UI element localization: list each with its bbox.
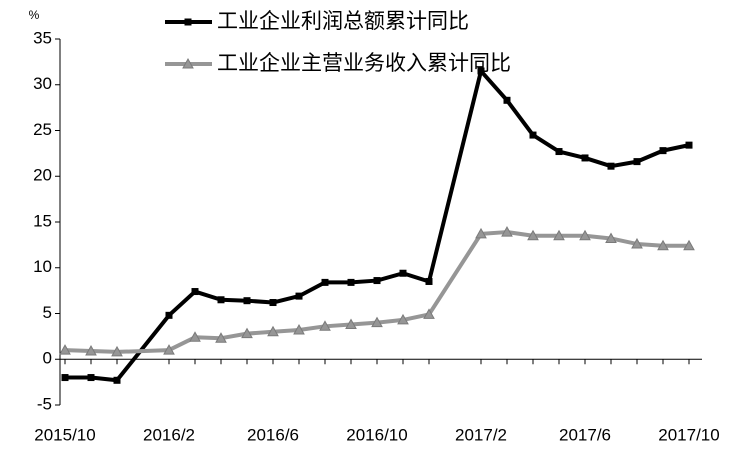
- series-line: [64, 230, 689, 354]
- marker: [321, 278, 329, 286]
- marker: [319, 320, 331, 331]
- marker: [189, 331, 201, 342]
- marker: [345, 318, 357, 329]
- y-tick-label: -5: [37, 394, 52, 413]
- marker: [553, 229, 565, 241]
- marker: [659, 147, 667, 155]
- marker: [87, 374, 95, 382]
- marker: [295, 292, 303, 300]
- marker: [371, 316, 383, 328]
- marker: [423, 308, 435, 319]
- marker: [267, 325, 279, 337]
- marker: [605, 232, 617, 243]
- marker: [475, 227, 487, 239]
- y-tick-label: 5: [43, 303, 52, 322]
- marker: [425, 277, 433, 285]
- marker: [269, 299, 277, 307]
- marker: [85, 344, 97, 356]
- x-tick-label: 2015/10: [34, 425, 95, 444]
- marker: [184, 18, 192, 26]
- marker: [555, 148, 563, 156]
- x-tick-label: 2016/10: [346, 425, 407, 444]
- marker: [113, 376, 121, 384]
- marker: [373, 277, 381, 285]
- marker: [503, 96, 511, 104]
- x-tick-label: 2017/2: [455, 425, 507, 444]
- marker: [685, 141, 693, 149]
- marker: [631, 237, 643, 249]
- marker: [633, 158, 641, 166]
- y-tick-label: 15: [33, 211, 52, 230]
- marker: [191, 288, 199, 296]
- x-tick-label: 2017/6: [559, 425, 611, 444]
- series-line: [65, 69, 690, 383]
- marker: [215, 332, 227, 343]
- y-tick-label: 20: [33, 166, 52, 185]
- marker: [501, 226, 513, 237]
- marker: [217, 296, 225, 304]
- marker: [579, 229, 591, 241]
- marker: [163, 344, 175, 355]
- marker: [657, 239, 669, 251]
- marker: [607, 162, 615, 170]
- y-tick-label: 30: [33, 74, 52, 93]
- legend-label: 工业企业主营业务收入累计同比: [217, 51, 511, 75]
- marker: [477, 67, 485, 75]
- marker: [241, 327, 253, 339]
- marker: [165, 311, 173, 319]
- marker: [293, 323, 305, 335]
- x-tick-label: 2017/10: [658, 425, 719, 444]
- marker: [61, 374, 69, 382]
- y-tick-label: 25: [33, 120, 52, 139]
- y-tick-label: 10: [33, 257, 52, 276]
- marker: [527, 229, 539, 241]
- marker: [397, 313, 409, 325]
- marker: [59, 344, 71, 355]
- marker: [111, 345, 123, 357]
- marker: [529, 131, 537, 139]
- marker: [243, 297, 251, 305]
- marker: [347, 278, 355, 286]
- legend-label: 工业企业利润总额累计同比: [217, 9, 469, 33]
- y-unit: %: [29, 8, 40, 22]
- marker: [399, 269, 407, 277]
- y-tick-label: 35: [33, 28, 52, 47]
- marker: [581, 154, 589, 162]
- marker: [182, 57, 194, 69]
- marker: [683, 239, 695, 251]
- x-tick-label: 2016/6: [247, 425, 299, 444]
- y-tick-label: 0: [43, 349, 52, 368]
- x-tick-label: 2016/2: [143, 425, 195, 444]
